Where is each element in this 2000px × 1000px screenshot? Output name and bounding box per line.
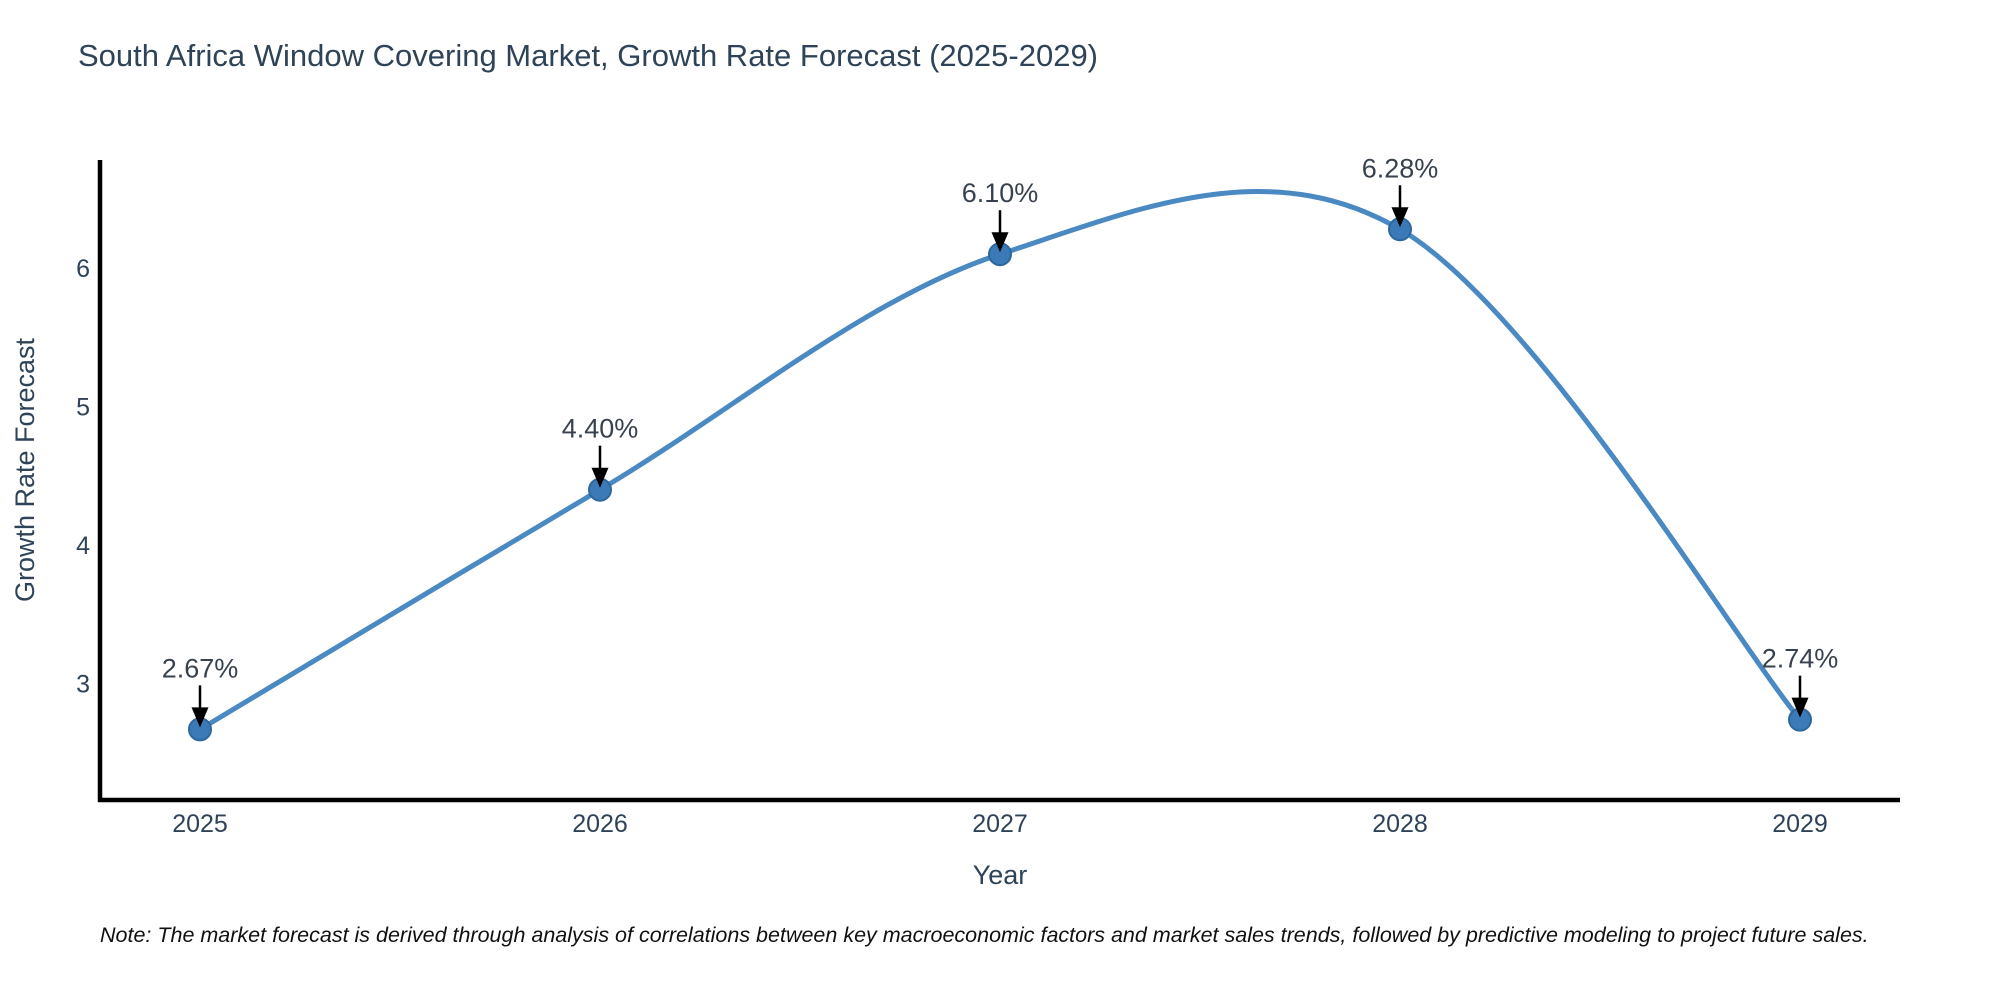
plot-area: 3 4 5 6 2025 2026 2027 2028 2029 2.67% 4.40% 6.10% 6… bbox=[76, 153, 1900, 838]
y-tick-label: 3 bbox=[76, 671, 90, 699]
series-line bbox=[197, 189, 1803, 732]
y-tick-label: 4 bbox=[76, 532, 90, 560]
x-tick-label: 2026 bbox=[572, 810, 628, 838]
annotation-arrowhead-icon bbox=[991, 232, 1009, 253]
x-axis-title: Year bbox=[973, 860, 1028, 890]
point-value-label: 6.10% bbox=[962, 178, 1039, 208]
y-axis-title: Growth Rate Forecast bbox=[10, 337, 40, 602]
x-tick-label: 2028 bbox=[1372, 810, 1428, 838]
point-value-label: 4.40% bbox=[562, 414, 639, 444]
y-tick-label: 6 bbox=[76, 255, 90, 283]
point-value-label: 2.67% bbox=[162, 653, 239, 683]
annotation-arrowhead-icon bbox=[191, 707, 209, 728]
point-value-label: 6.28% bbox=[1362, 153, 1439, 183]
chart-title: South Africa Window Covering Market, Gro… bbox=[78, 38, 1098, 73]
annotation-arrowhead-icon bbox=[1391, 207, 1409, 228]
point-value-label: 2.74% bbox=[1762, 644, 1839, 674]
y-tick-label: 5 bbox=[76, 394, 90, 422]
x-tick-label: 2029 bbox=[1772, 810, 1828, 838]
annotation-arrowhead-icon bbox=[591, 467, 609, 488]
x-tick-label: 2025 bbox=[172, 810, 228, 838]
chart-footnote: Note: The market forecast is derived thr… bbox=[100, 923, 1869, 947]
annotation-arrowhead-icon bbox=[1791, 697, 1809, 718]
x-tick-label: 2027 bbox=[972, 810, 1028, 838]
